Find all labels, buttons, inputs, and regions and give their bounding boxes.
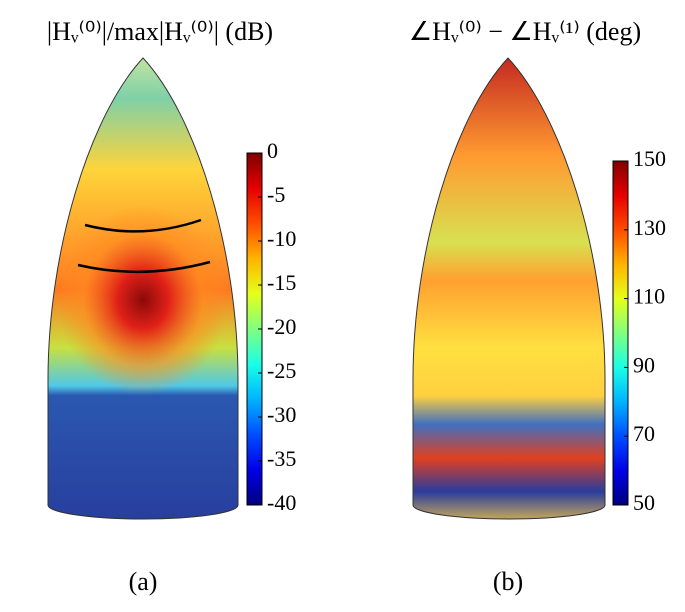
colorbar-tick-label: -30 [267,402,296,427]
colorbar-tick-label: 50 [633,490,655,515]
caption: (a) [129,567,158,596]
colorbar-tick-label: -25 [267,358,296,383]
colorbar-tick-label: -20 [267,314,296,339]
colorbar-tick-label: -5 [267,182,285,207]
colorbar-tick-label: 150 [633,146,666,171]
caption: (b) [493,567,523,596]
chart-title: ∠Hᵥ⁽⁰⁾ − ∠Hᵥ⁽¹⁾ (deg) [409,17,641,46]
surface-a [48,58,238,519]
colorbar-tick-label: 70 [633,421,655,446]
colorbar-tick-label: -15 [267,270,296,295]
colorbar-tick-label: 0 [267,138,278,163]
colorbar-tick-label: -35 [267,446,296,471]
colorbar-tick-label: 130 [633,215,666,240]
chart-title: |Hᵥ⁽⁰⁾|/max|Hᵥ⁽⁰⁾| (dB) [47,17,273,46]
colorbar-tick-label: -40 [267,490,296,515]
colorbar [612,160,629,506]
colorbar-tick-label: 90 [633,352,655,377]
colorbar-tick-label: 110 [633,284,665,309]
ring [77,218,211,274]
colorbar-tick-label: -10 [267,226,296,251]
surface-b [413,58,605,519]
